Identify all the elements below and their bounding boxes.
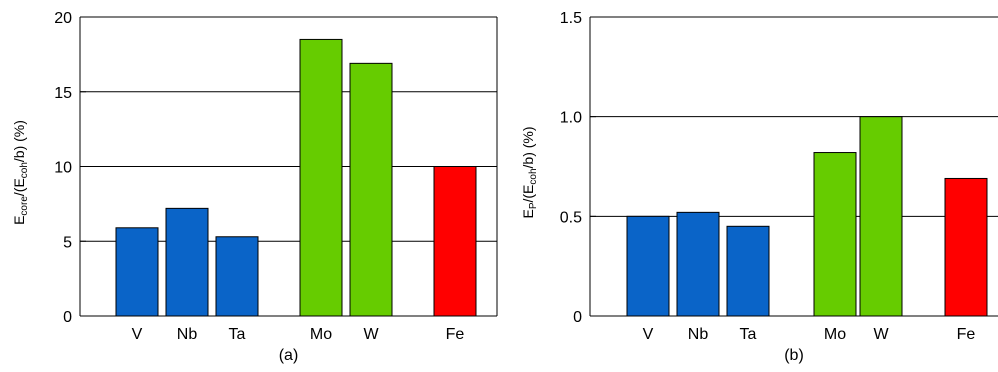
y-axis-label: Ecore/(Ecoh/b) (%) [11,120,30,225]
bar-mo [813,152,857,317]
y-axis-label-part: E [520,209,536,218]
bar-ta [726,225,770,317]
y-axis-label-part: /(E [11,178,27,196]
x-category-label: Ta [740,326,757,343]
y-tick-label: 15 [54,85,72,102]
y-tick-label: 20 [54,10,72,27]
y-axis-label-part: /b) (%) [520,126,536,168]
y-axis-label-part: core [19,196,30,216]
x-category-label: Fe [446,326,465,343]
x-category-label: Ta [229,326,246,343]
y-axis-label-part: E [11,216,27,225]
y-tick-label: 1.5 [560,10,582,27]
bar-v [626,215,670,317]
bar-nb [676,211,720,317]
x-category-label: Nb [177,326,198,343]
bar-ta [215,236,259,317]
y-axis-label-part: /b) (%) [11,120,27,162]
panel-b-chart: 0 0.5 1.0 1.5 V Nb Ta Mo W Fe EP/(Ecoh/b) (%) (b) [520,10,998,364]
x-category-label: V [643,326,654,343]
y-axis-label: EP/(Ecoh/b) (%) [520,126,539,218]
x-category-label: Fe [957,326,976,343]
y-tick-label: 5 [63,234,72,251]
bar-w [349,62,393,317]
y-tick-label: 1.0 [560,110,582,127]
bar-v [115,227,159,317]
panel-label: (a) [279,347,299,364]
y-tick-label: 0 [573,309,582,326]
x-category-label: Mo [310,326,332,343]
x-category-label: Mo [824,326,846,343]
y-axis-label-part: P [528,202,539,209]
panel-a-chart: 0 5 10 15 20 V Nb Ta Mo W Fe Ecore/(Ecoh/b) (%) (a) [11,10,498,364]
y-axis-label-part: /(E [520,185,536,203]
bar-nb [165,207,209,317]
bar-mo [299,38,343,317]
bar-fe [944,177,988,317]
panel-label: (b) [784,347,804,364]
x-category-label: W [873,326,889,343]
y-tick-label: 10 [54,160,72,177]
x-category-label: Nb [688,326,709,343]
x-category-label: V [132,326,143,343]
y-tick-label: 0 [63,309,72,326]
y-tick-label: 0.5 [560,209,582,226]
bar-w [859,116,903,317]
y-axis-label-part: coh [19,162,30,178]
x-category-label: W [363,326,379,343]
bar-fe [433,166,477,317]
y-axis-label-part: coh [528,168,539,184]
